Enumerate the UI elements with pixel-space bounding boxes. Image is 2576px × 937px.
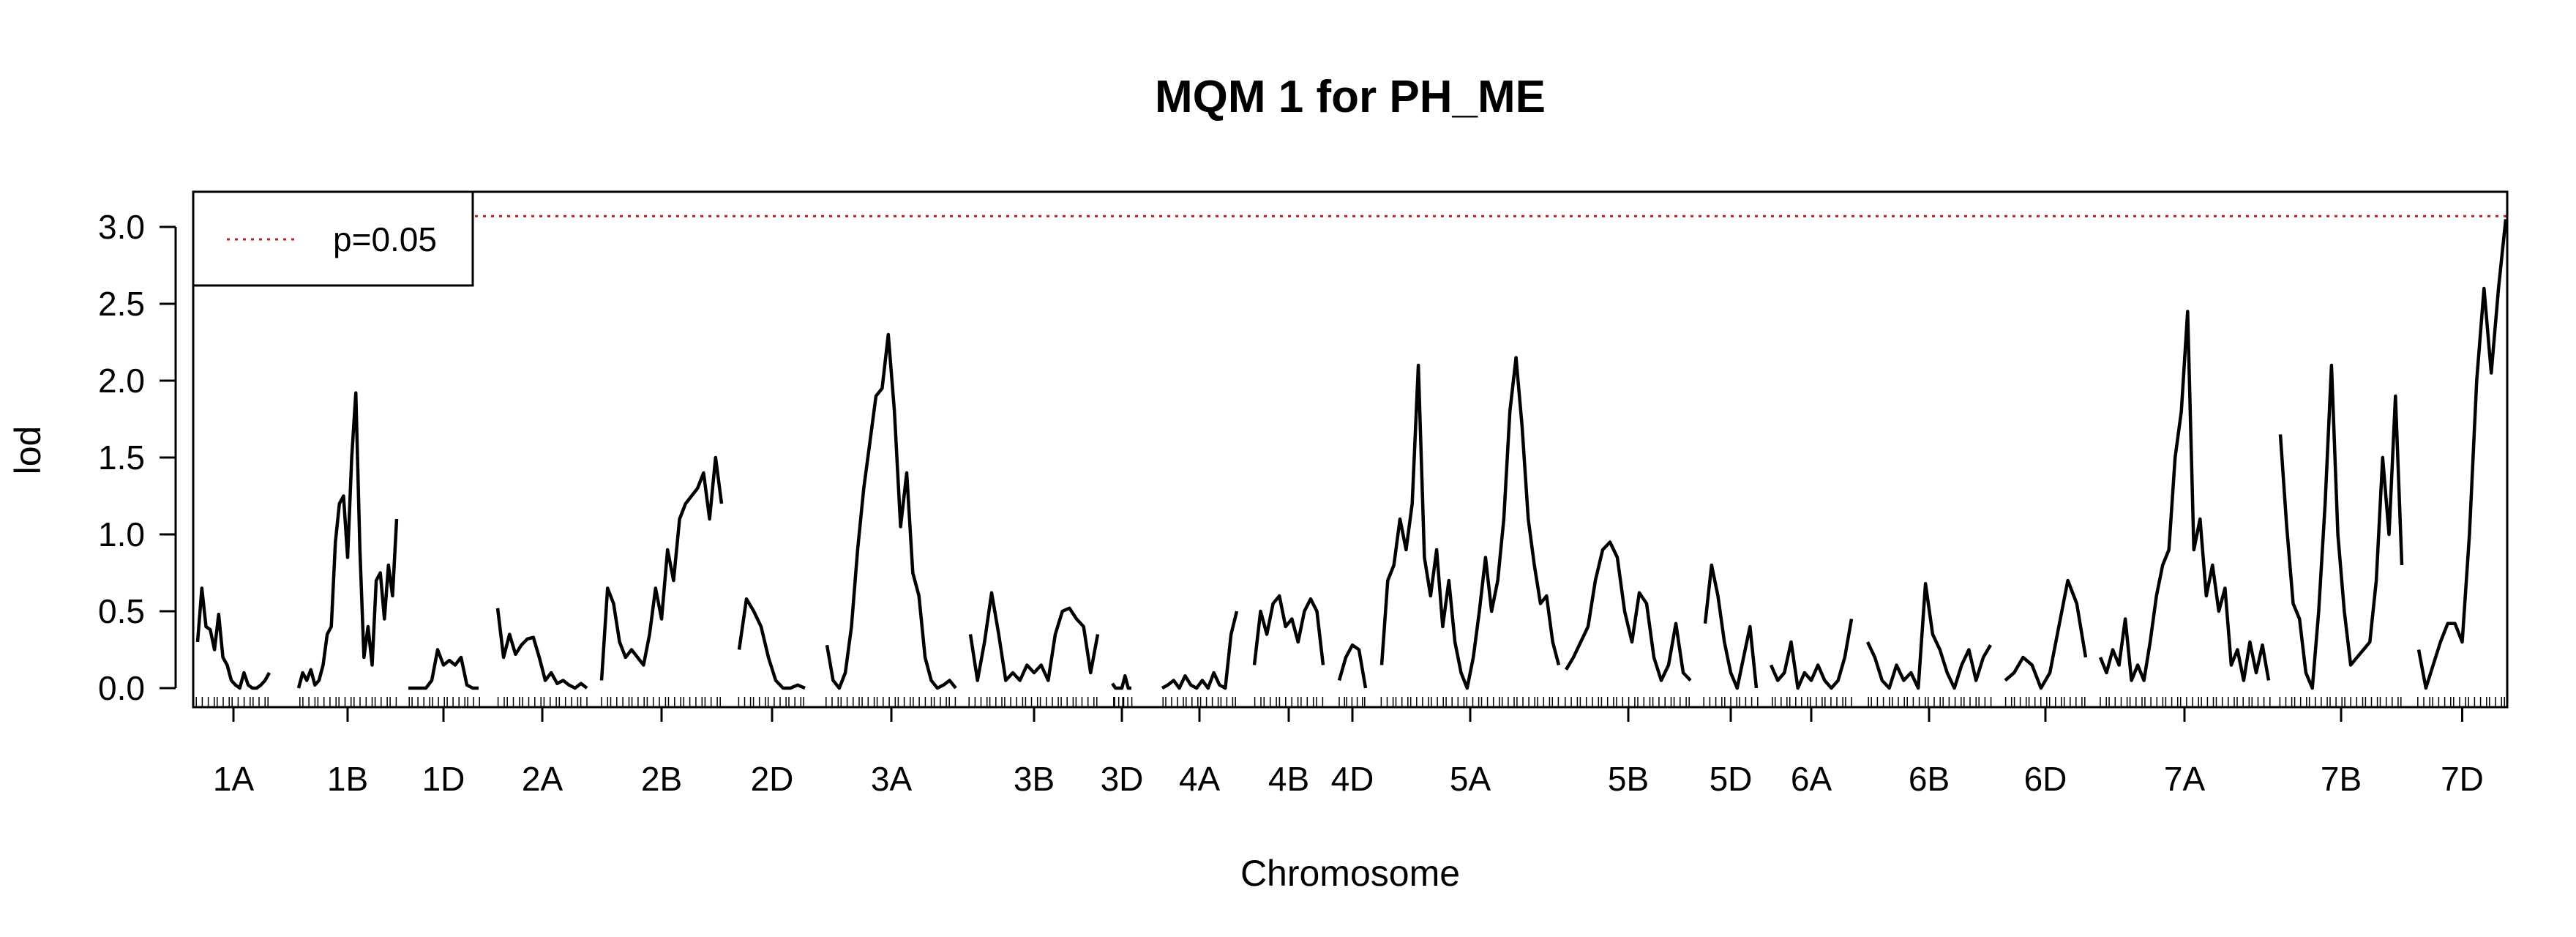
- chromosome-label: 6B: [1909, 760, 1950, 798]
- lod-curve-3B: [968, 591, 1100, 682]
- lod-curve-6D: [2004, 578, 2088, 690]
- chromosome-label: 3B: [1014, 760, 1055, 798]
- lod-curve-4A: [1161, 611, 1239, 690]
- chromosome-label: 3A: [871, 760, 913, 798]
- y-tick-label: 2.0: [98, 362, 145, 400]
- lod-curve-3A: [825, 332, 957, 690]
- chromosome-label: 7B: [2321, 760, 2362, 798]
- lod-curve-5D: [1703, 563, 1759, 690]
- lod-curve-7D: [2416, 219, 2508, 690]
- chromosome-label: 1D: [422, 760, 465, 798]
- lod-curve-3D: [1111, 673, 1131, 690]
- legend-box: [192, 190, 474, 287]
- y-tick-label: 3.0: [98, 208, 145, 246]
- chromosome-label: 5B: [1608, 760, 1649, 798]
- y-tick-label: 0.5: [98, 592, 145, 630]
- y-tick-label: 2.5: [98, 285, 145, 323]
- legend: p=0.05: [192, 190, 474, 287]
- chromosome-label: 4B: [1268, 760, 1309, 798]
- y-axis-label: lod: [7, 426, 48, 475]
- chromosome-label: 2D: [751, 760, 794, 798]
- y-tick-label: 1.5: [98, 438, 145, 477]
- plot-frame: [192, 190, 2509, 709]
- lod-curve-6B: [1865, 581, 1992, 690]
- marker-ticks: [195, 697, 2505, 707]
- chromosome-label: 3D: [1101, 760, 1144, 798]
- lod-curve-1A: [195, 586, 271, 690]
- lod-curve-6A: [1769, 619, 1854, 690]
- y-axis: 0.0 0.5 1.0 1.5 2.0 2.5 3.0: [98, 208, 177, 707]
- marker-rug: [195, 697, 2505, 707]
- lod-curve-5B: [1565, 540, 1692, 682]
- lod-curve-5A: [1379, 356, 1561, 690]
- chromosome-label: 2A: [522, 760, 564, 798]
- chromosome-label: 1B: [327, 760, 368, 798]
- legend-label-threshold: p=0.05: [333, 220, 437, 258]
- chromosome-label: 4D: [1331, 760, 1374, 798]
- lod-curve-7B: [2278, 363, 2404, 690]
- lod-curves: [195, 219, 2508, 690]
- chromosome-label: 7A: [2164, 760, 2206, 798]
- y-tick-label: 1.0: [98, 515, 145, 553]
- x-axis-label: Chromosome: [1240, 853, 1460, 894]
- lod-curve-2A: [495, 608, 588, 690]
- chromosome-label: 1A: [213, 760, 255, 798]
- chromosome-label: 4A: [1179, 760, 1221, 798]
- chromosome-label: 6D: [2024, 760, 2067, 798]
- lod-curve-1D: [408, 648, 479, 690]
- lod-curve-2B: [599, 455, 724, 681]
- lod-curve-7A: [2098, 310, 2271, 682]
- chromosome-label: 5D: [1710, 760, 1753, 798]
- lod-curve-1B: [296, 391, 399, 689]
- chart-title: MQM 1 for PH_ME: [1155, 72, 1546, 122]
- chromosome-label: 7D: [2441, 760, 2484, 798]
- chromosome-label: 5A: [1450, 760, 1491, 798]
- chromosome-label: 6A: [1791, 760, 1832, 798]
- y-tick-label: 0.0: [98, 669, 145, 707]
- chromosome-label: 2B: [641, 760, 682, 798]
- lod-curve-4D: [1337, 643, 1368, 689]
- lod-curve-4B: [1252, 594, 1325, 665]
- x-axis: 1A 1B 1D 2A 2B 2D 3A 3B 3D 4A 4B 4D 5A 5B 5D 6A 6B 6D 7A 7B…: [213, 707, 2484, 798]
- lod-curve-2D: [737, 597, 806, 690]
